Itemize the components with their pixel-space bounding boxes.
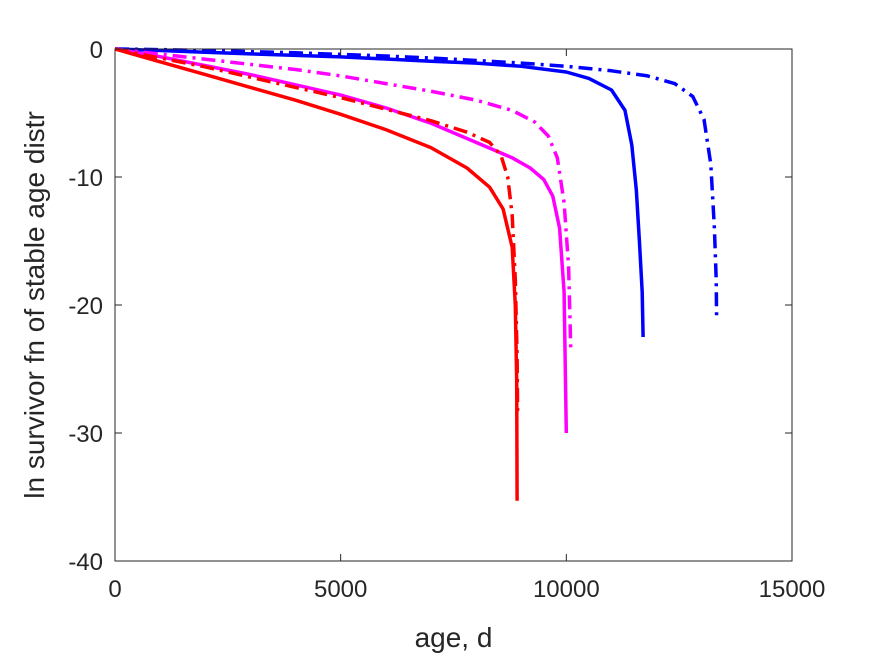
x-axis-label: age, d bbox=[415, 622, 493, 653]
x-tick-label: 0 bbox=[108, 576, 121, 603]
y-tick-label: -40 bbox=[68, 549, 103, 576]
y-axis-label: ln survivor fn of stable age distr bbox=[19, 111, 50, 499]
series-line-6 bbox=[114, 47, 520, 412]
tick-layer: 0 5000 10000 15000 0 -10 -20 -30 -40 bbox=[68, 37, 825, 603]
series-line-4 bbox=[114, 47, 573, 350]
x-tick-label: 10000 bbox=[533, 576, 600, 603]
x-tick-label: 15000 bbox=[759, 576, 826, 603]
y-tick-label: -20 bbox=[68, 293, 103, 320]
series-line-1 bbox=[114, 47, 645, 338]
series-line-2 bbox=[114, 47, 719, 318]
x-tick-label: 5000 bbox=[314, 576, 367, 603]
y-tick-label: -30 bbox=[68, 421, 103, 448]
y-tick-label: 0 bbox=[90, 37, 103, 64]
series-layer bbox=[114, 47, 719, 501]
plot-area bbox=[115, 49, 792, 561]
y-tick-label: -10 bbox=[68, 165, 103, 192]
series-line-3 bbox=[114, 47, 569, 434]
